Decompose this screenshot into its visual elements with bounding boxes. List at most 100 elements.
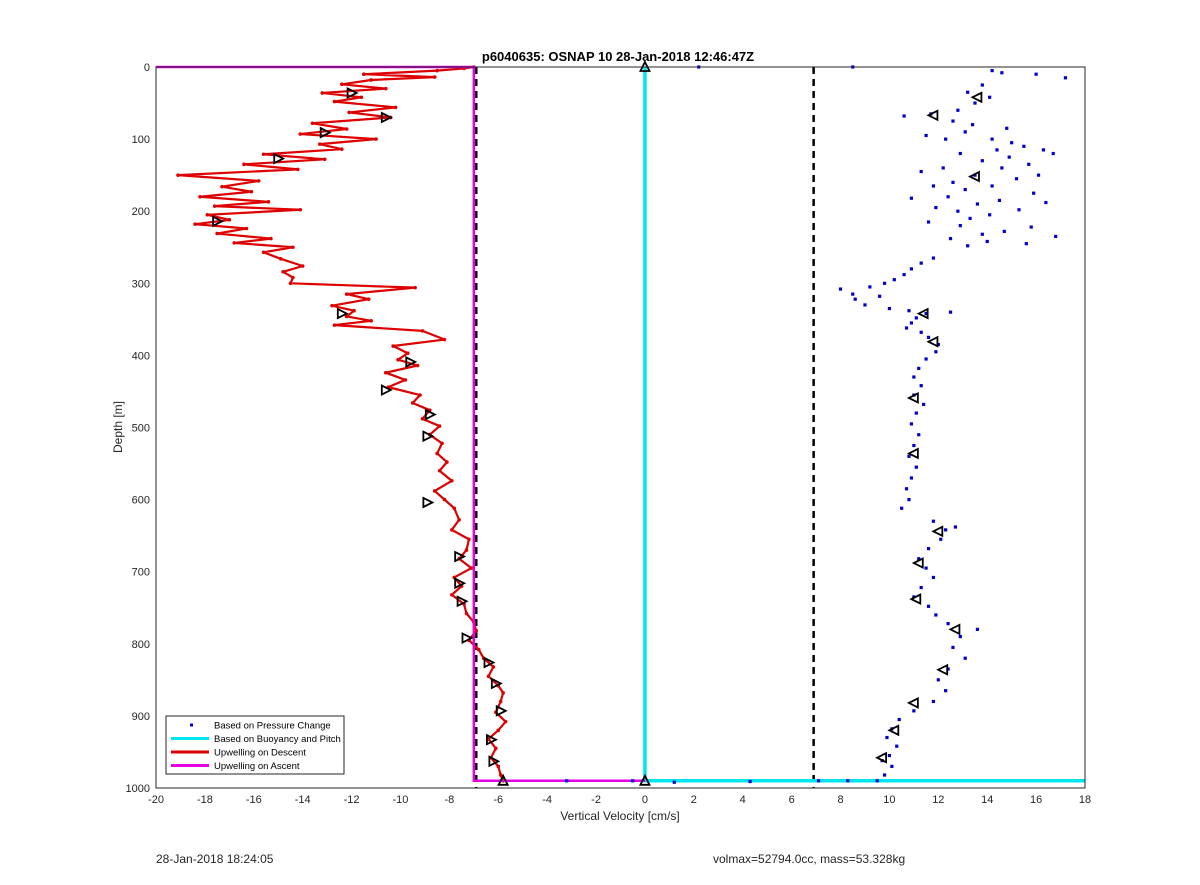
pressure-change-point xyxy=(924,566,928,570)
pressure-change-point xyxy=(948,236,953,241)
descent-point xyxy=(450,592,454,597)
tick-labels: -20 -18 -16 -14 -12 -10 -8 -6 -4 -2 0 2 4 6 8 10 12 14 16 1… xyxy=(126,62,1092,806)
descent-point xyxy=(332,99,337,104)
pressure-change-point xyxy=(980,232,984,236)
pressure-change-point xyxy=(1034,72,1038,76)
pressure-change-point xyxy=(1024,242,1028,246)
pressure-change-point xyxy=(907,309,911,313)
pressure-change-point xyxy=(1007,155,1011,159)
pressure-change-point xyxy=(956,209,960,213)
pressure-change-point xyxy=(1054,234,1058,239)
descent-point xyxy=(198,194,202,199)
pressure-change-point xyxy=(1014,177,1019,181)
pressure-change-point xyxy=(931,519,936,523)
pressure-change-point xyxy=(917,366,921,370)
pressure-change-point xyxy=(748,779,752,784)
descent-point xyxy=(501,691,505,695)
triangle-marker xyxy=(422,430,435,443)
legend-entry-label: Upwelling on Descent xyxy=(214,748,306,759)
triangle-marker xyxy=(495,704,508,717)
descent-point xyxy=(442,497,447,502)
descent-point xyxy=(193,222,197,226)
x-tick-label: 14 xyxy=(981,794,993,806)
pressure-change-point xyxy=(951,645,955,650)
pressure-change-point xyxy=(1063,76,1068,80)
pressure-change-point xyxy=(941,166,945,170)
pressure-change-point xyxy=(922,402,926,407)
pressure-change-point xyxy=(902,273,906,277)
pressure-change-point xyxy=(904,487,909,491)
descent-point xyxy=(212,204,217,208)
descent-point xyxy=(359,95,364,100)
pressure-change-point xyxy=(990,137,994,141)
pressure-change-point xyxy=(907,498,911,502)
triangle-marker xyxy=(336,307,349,320)
descent-point xyxy=(291,275,295,280)
descent-point xyxy=(347,110,351,115)
pressure-change-point xyxy=(882,281,887,285)
pressure-change-point xyxy=(963,130,967,134)
descent-point xyxy=(227,218,232,222)
pressure-change-point xyxy=(914,411,918,415)
descent-point xyxy=(366,297,371,301)
x-tick-label: -6 xyxy=(493,794,503,806)
pressure-change-point xyxy=(885,735,889,740)
x-tick-label: -2 xyxy=(591,794,601,806)
triangle-marker xyxy=(461,632,474,644)
x-tick-label: -16 xyxy=(246,794,262,806)
pressure-change-point xyxy=(990,69,994,73)
pressure-change-point xyxy=(958,634,962,639)
triangle-marker xyxy=(926,109,939,122)
pressure-change-point xyxy=(1002,229,1006,233)
pressure-change-point xyxy=(909,422,914,426)
pressure-change-point xyxy=(975,627,980,631)
descent-point xyxy=(476,647,481,652)
pressure-change-point xyxy=(931,256,936,260)
axes-frame xyxy=(155,66,1086,789)
descent-point xyxy=(278,256,283,261)
pressure-change-point xyxy=(900,506,904,510)
triangle-marker xyxy=(906,447,919,460)
x-tick-label: 12 xyxy=(932,794,944,806)
triangle-marker xyxy=(488,755,501,768)
pressure-change-point xyxy=(917,433,921,437)
pressure-change-point xyxy=(944,689,948,693)
pressure-change-point xyxy=(912,375,916,379)
descent-point xyxy=(457,517,461,522)
x-tick-label: -20 xyxy=(148,794,164,806)
pressure-change-point xyxy=(968,216,972,221)
pressure-change-point xyxy=(909,267,914,271)
descent-point xyxy=(369,78,373,82)
triangle-marker xyxy=(456,595,469,608)
pressure-change-point xyxy=(853,297,857,301)
descent-point xyxy=(418,393,422,397)
pressure-change-point xyxy=(924,133,928,138)
pressure-change-point xyxy=(970,123,975,127)
pressure-change-point xyxy=(926,220,931,224)
pressure-change-point xyxy=(914,316,918,320)
pressure-change-point xyxy=(1032,191,1036,195)
descent-point xyxy=(406,351,410,356)
descent-point xyxy=(437,468,442,473)
pressure-change-point xyxy=(953,525,958,529)
pressure-change-point xyxy=(975,202,980,206)
x-tick-label: -8 xyxy=(444,794,454,806)
descent-point xyxy=(391,344,395,348)
descent-point xyxy=(288,281,293,286)
pressure-change-point xyxy=(1000,71,1004,75)
pressure-change-point xyxy=(951,180,955,184)
pressure-change-point xyxy=(946,622,950,626)
legend-swatch-points xyxy=(190,723,193,727)
descent-point xyxy=(256,179,261,183)
descent-point xyxy=(344,292,349,296)
descent-point xyxy=(503,719,508,724)
x-tick-label: 6 xyxy=(789,794,795,806)
pressure-change-point xyxy=(926,547,931,551)
pressure-change-point xyxy=(672,780,676,784)
descent-point xyxy=(261,250,266,255)
pressure-change-point xyxy=(919,384,923,388)
descent-point xyxy=(452,506,457,511)
descent-point xyxy=(332,323,337,327)
pressure-change-point xyxy=(919,585,923,590)
legend: Based on Pressure Change Based on Buoyanc… xyxy=(165,715,345,775)
